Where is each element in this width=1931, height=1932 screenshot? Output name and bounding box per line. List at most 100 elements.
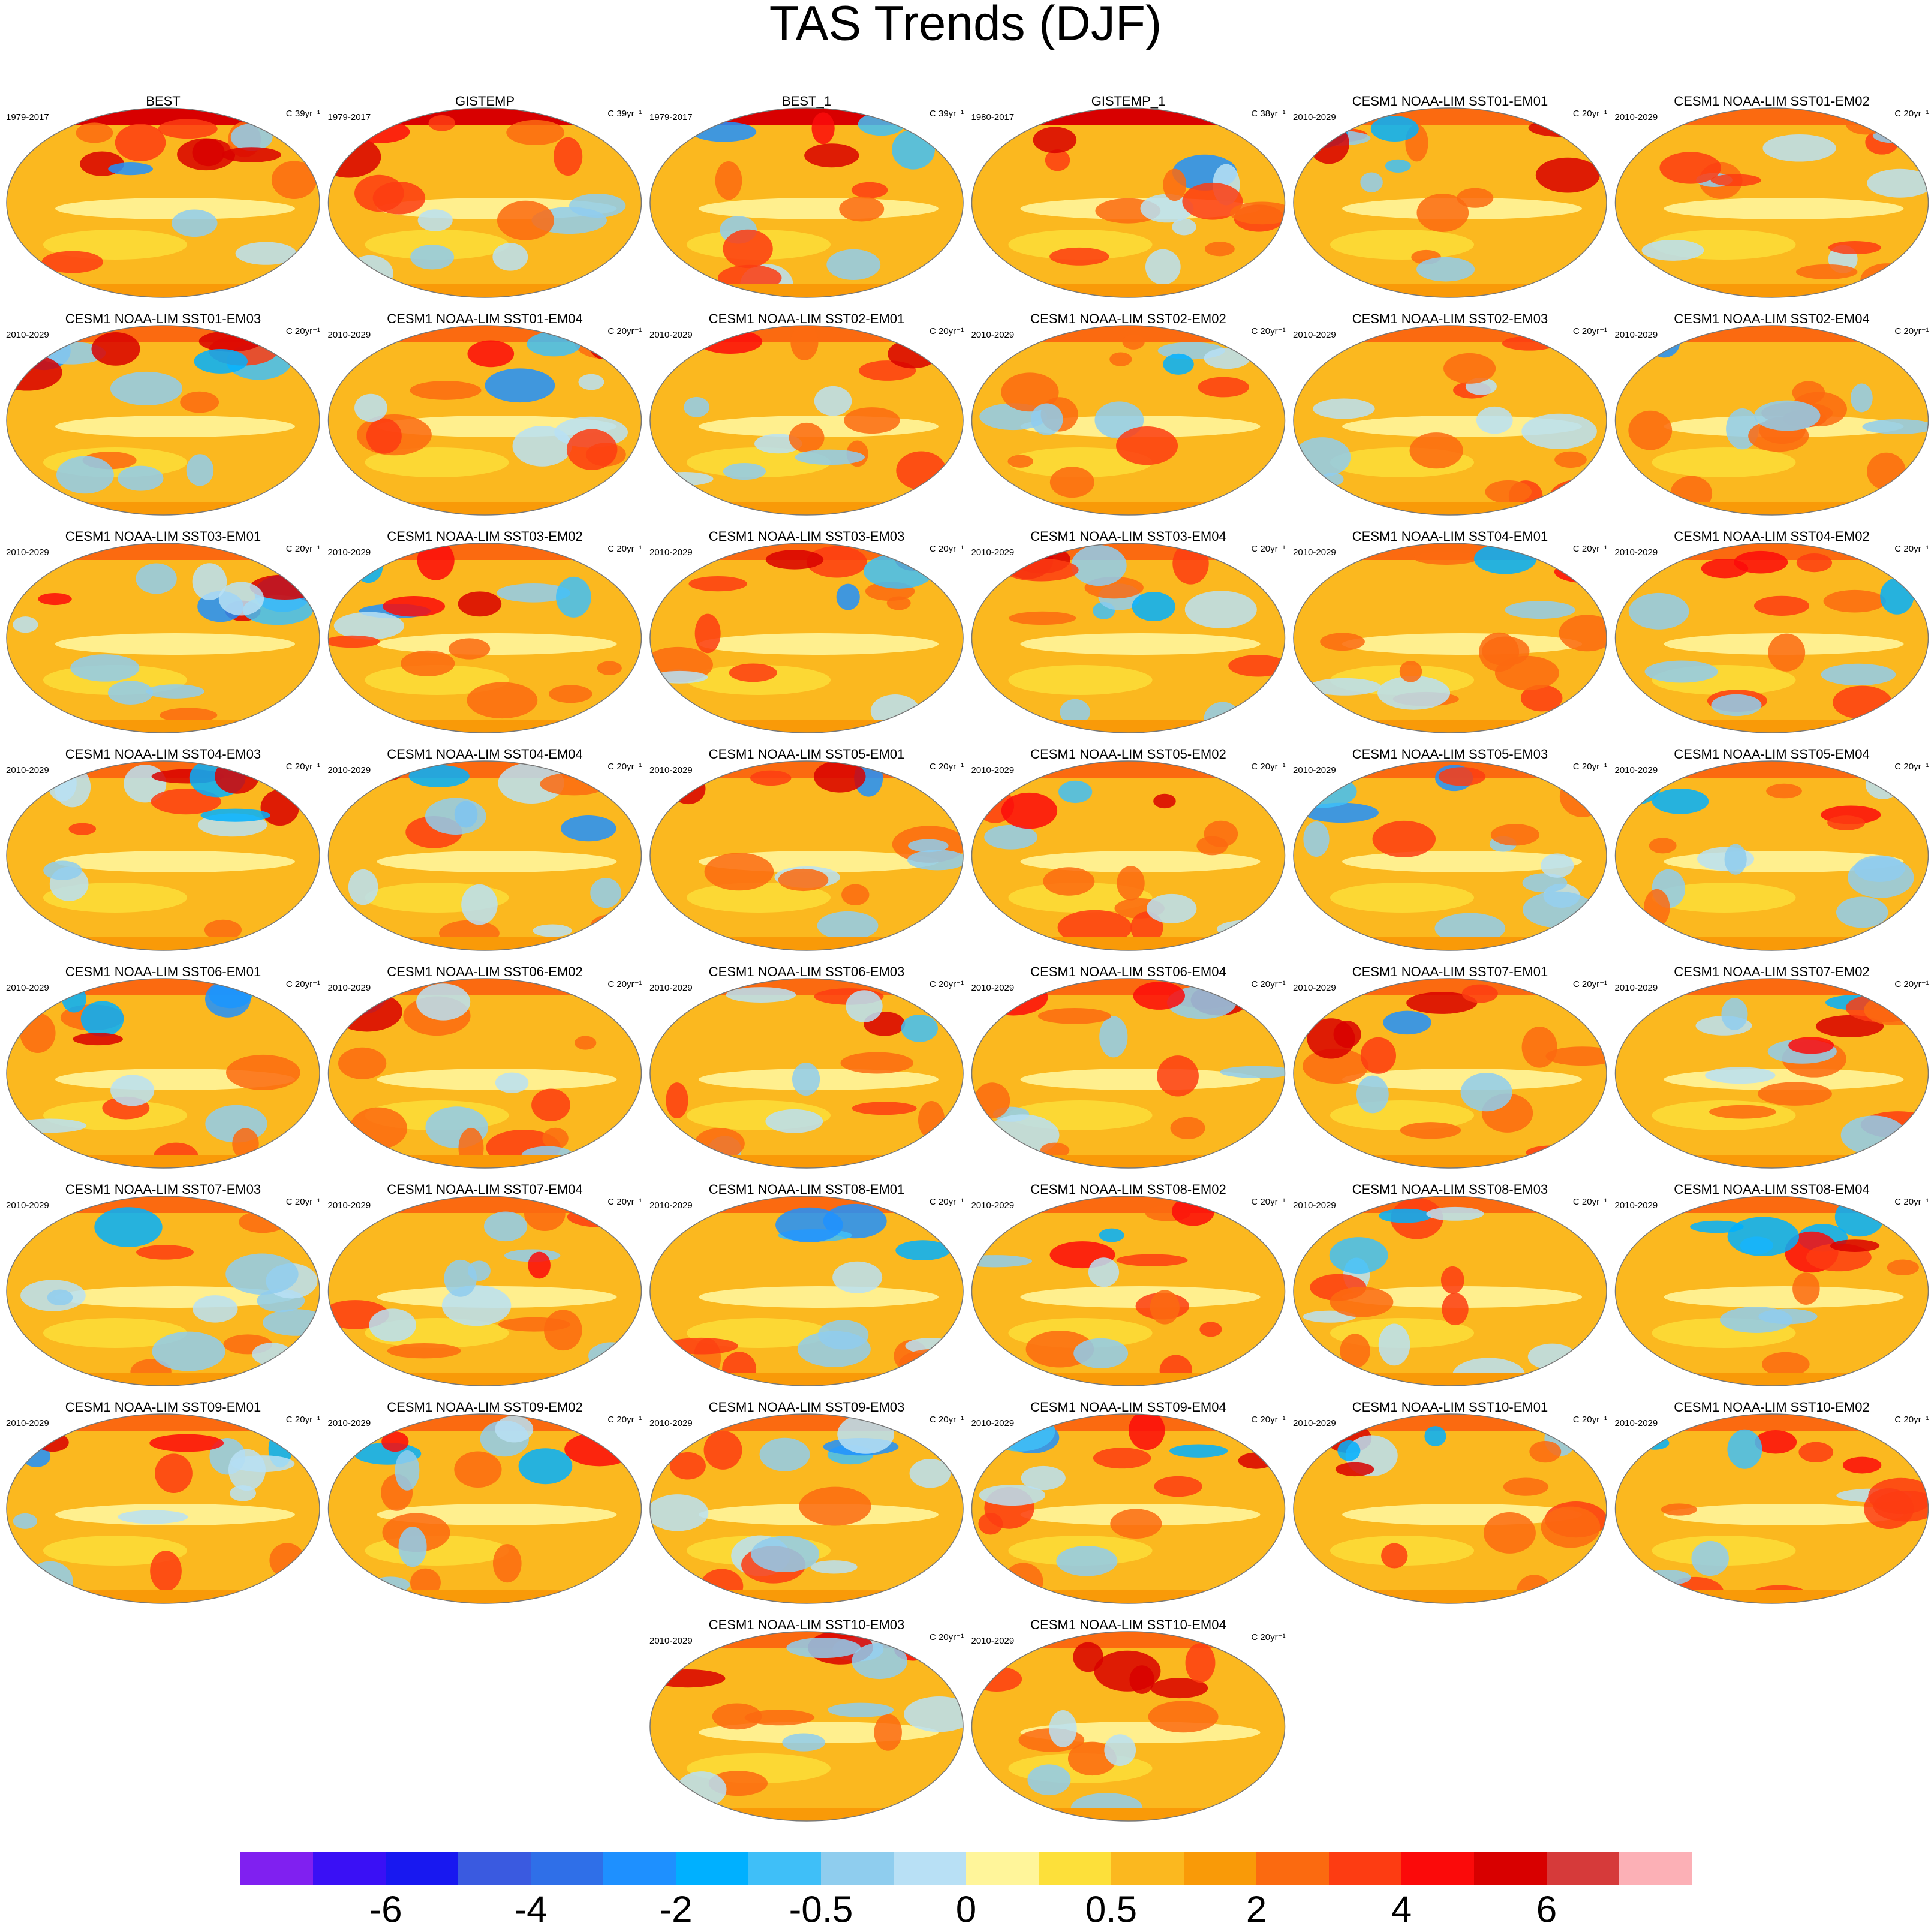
map-blob (698, 329, 763, 354)
map-blob (1294, 437, 1351, 477)
map-blob (395, 1450, 420, 1491)
colorbar-label: 6 (1536, 1889, 1557, 1929)
panel-title: CESM1 NOAA-LIM SST04-EM04 (387, 747, 582, 762)
panel-title: CESM1 NOAA-LIM SST10-EM02 (1674, 1400, 1869, 1415)
map-blob (1217, 920, 1279, 938)
map-field (329, 973, 642, 1169)
map-blob (461, 884, 498, 925)
map-blob (1758, 1309, 1817, 1325)
map-band (699, 633, 939, 655)
panel-title: CESM1 NOAA-LIM SST06-EM03 (709, 964, 904, 979)
map-blob (1796, 264, 1858, 279)
map-blob (513, 426, 572, 467)
map-antarctic (972, 502, 1285, 515)
figure-title: TAS Trends (DJF) (769, 0, 1162, 51)
map-blob (655, 472, 713, 486)
panel-title: CESM1 NOAA-LIM SST01-EM03 (65, 311, 261, 326)
map-band (1021, 633, 1261, 655)
map-blob (671, 773, 705, 804)
map-blob (888, 339, 938, 368)
map-blob (1154, 1476, 1202, 1497)
map-blob (27, 1561, 73, 1602)
map-blob (1133, 982, 1185, 1010)
map-blob (1491, 824, 1539, 845)
map-antarctic (329, 502, 642, 515)
map-blob (978, 1513, 1003, 1535)
map-blob (1711, 694, 1761, 716)
map-blob (1629, 593, 1689, 630)
map-blob (799, 1487, 871, 1526)
map-blob (1725, 844, 1747, 874)
map-antarctic (329, 284, 642, 297)
map-blob (1830, 1239, 1879, 1252)
map-blob (804, 143, 859, 167)
map-field (0, 326, 320, 515)
map-antarctic (972, 1808, 1285, 1821)
panel-period: 2010-2029 (649, 547, 693, 558)
map-blob (215, 759, 259, 794)
map-blob (864, 553, 934, 589)
panel-units: C 39yr⁻¹ (607, 109, 642, 119)
map-blob (704, 1431, 742, 1470)
map-blob (13, 1119, 86, 1133)
panel-units: C 20yr⁻¹ (1894, 1197, 1929, 1207)
map-blob (789, 423, 825, 453)
map-blob (1836, 896, 1888, 928)
map-blob (468, 1260, 491, 1281)
colorbar-box (603, 1852, 676, 1885)
map-blob (1163, 169, 1186, 201)
map-blob (1312, 1582, 1363, 1596)
map-antarctic (1294, 1373, 1607, 1386)
map-blob (418, 209, 453, 231)
map-blob (1841, 1115, 1906, 1154)
panel-title: CESM1 NOAA-LIM SST03-EM04 (1030, 529, 1226, 544)
panel-title: CESM1 NOAA-LIM SST01-EM01 (1352, 94, 1548, 109)
map-blob (1330, 1237, 1388, 1274)
panel-title: CESM1 NOAA-LIM SST06-EM04 (1030, 964, 1226, 979)
colorbar-box (458, 1852, 531, 1885)
panel-units: C 20yr⁻¹ (930, 1197, 964, 1207)
map-blob (1536, 158, 1600, 193)
map-blob (204, 920, 242, 940)
colorbar-box (531, 1852, 604, 1885)
map-blob (554, 137, 582, 176)
map-field (7, 108, 320, 297)
map-blob (118, 466, 163, 491)
map-antarctic (329, 720, 642, 733)
panel-units: C 20yr⁻¹ (607, 979, 642, 989)
map-arctic (7, 543, 320, 560)
map-blob (410, 381, 481, 400)
colorbar-label: 0.5 (1085, 1889, 1137, 1929)
map-field (1294, 326, 1611, 515)
map-blob (811, 112, 834, 144)
panel-units: C 20yr⁻¹ (1251, 979, 1285, 989)
panel-title: CESM1 NOAA-LIM SST10-EM01 (1352, 1400, 1548, 1415)
map-blob (1073, 1338, 1128, 1368)
map-blob (76, 122, 113, 143)
panel-units: C 20yr⁻¹ (930, 979, 964, 989)
map-blob (1058, 781, 1092, 803)
map-blob (1043, 867, 1094, 895)
map-blob (519, 1448, 573, 1484)
map-arctic (1294, 108, 1607, 125)
colorbar-box (1474, 1852, 1547, 1885)
map-blob (1559, 615, 1615, 651)
panel-units: C 20yr⁻¹ (1251, 544, 1285, 554)
map-blob (676, 1771, 726, 1807)
map-blob (1754, 401, 1820, 431)
map-blob (1880, 578, 1914, 615)
map-band (377, 633, 617, 655)
map-arctic (329, 543, 642, 560)
map-antarctic (1616, 937, 1929, 950)
map-arctic (1616, 1414, 1929, 1431)
panel-period: 2010-2029 (1615, 983, 1658, 993)
map-blob (194, 349, 248, 374)
map-antarctic (972, 720, 1285, 733)
map-blob (1303, 821, 1329, 857)
